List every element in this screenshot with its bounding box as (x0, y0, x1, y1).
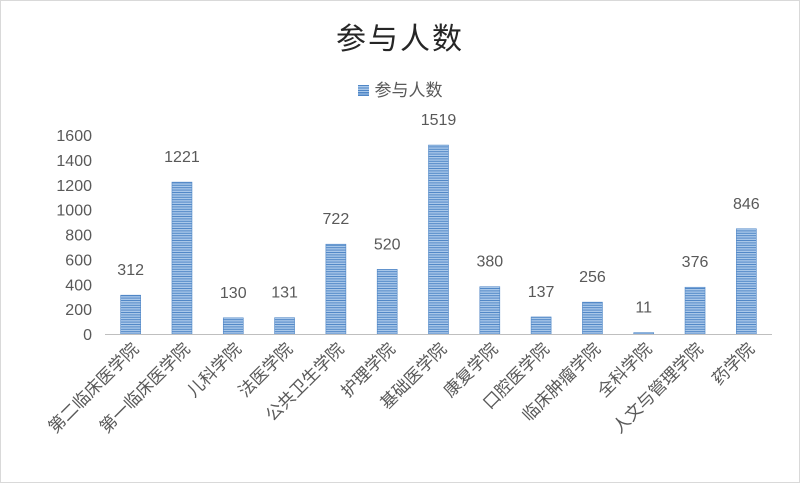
data-label: 1519 (421, 112, 457, 129)
bar (736, 228, 757, 335)
legend-label: 参与人数 (374, 81, 443, 101)
y-tick-label: 1600 (56, 128, 92, 145)
bar (530, 316, 552, 335)
data-label: 722 (323, 211, 350, 228)
bar (325, 243, 347, 335)
x-axis: 第二临床医学院第一临床医学院儿科学院法医学院公共卫生学院护理学院基础医学院康复学… (45, 334, 772, 438)
bar (428, 144, 449, 335)
x-tick-label: 人文与管理学院 (609, 339, 707, 437)
y-tick-label: 200 (65, 302, 92, 319)
bar (171, 181, 193, 335)
data-label: 11 (635, 300, 652, 317)
bar (120, 294, 141, 335)
y-tick-label: 0 (83, 327, 92, 344)
y-axis: 0 200 400 600 800 1000 1200 1400 1600 (56, 128, 92, 344)
bars (120, 144, 757, 335)
data-label: 130 (220, 285, 247, 302)
x-tick-label: 第一临床医学院 (96, 339, 194, 437)
x-tick-label: 药学院 (709, 339, 759, 389)
y-tick-label: 800 (65, 228, 92, 245)
y-tick-label: 600 (65, 252, 92, 269)
chart-legend: 参与人数 (0, 76, 800, 101)
bar (274, 317, 295, 335)
bar (479, 286, 501, 335)
x-tick-label: 第二临床医学院 (45, 339, 143, 437)
bar (222, 317, 244, 335)
data-labels: 312 1221 130 131 722 520 1519 380 137 256 11 376 846 (117, 112, 759, 317)
bar (376, 269, 398, 335)
y-tick-label: 400 (65, 277, 92, 294)
chart-title: 参与人数 (336, 22, 464, 57)
y-tick-label: 1000 (56, 203, 92, 220)
data-label: 376 (682, 254, 709, 271)
data-label: 380 (476, 254, 503, 271)
data-label: 312 (117, 262, 144, 279)
data-label: 256 (579, 269, 606, 286)
data-label: 1221 (164, 149, 200, 166)
y-tick-label: 1200 (56, 178, 92, 195)
data-label: 846 (733, 196, 760, 213)
bar (684, 286, 706, 335)
y-tick-label: 1400 (56, 153, 92, 170)
data-label: 137 (528, 284, 555, 301)
bar (582, 301, 603, 335)
legend-swatch (357, 85, 369, 96)
data-label: 520 (374, 236, 401, 253)
x-tick-label: 儿科学院 (184, 339, 246, 401)
data-label: 131 (271, 285, 298, 302)
bar (633, 332, 655, 335)
